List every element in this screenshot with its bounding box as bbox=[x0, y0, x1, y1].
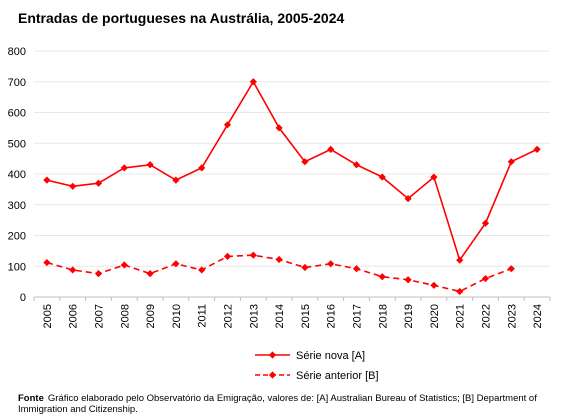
data-point bbox=[301, 263, 309, 272]
legend-marker bbox=[268, 371, 277, 379]
data-point bbox=[146, 270, 154, 278]
data-point bbox=[172, 260, 180, 268]
data-point bbox=[275, 124, 283, 132]
legend-marker bbox=[268, 351, 277, 359]
y-tick-label: 500 bbox=[8, 138, 26, 150]
data-point bbox=[378, 273, 386, 281]
x-tick-label: 2023 bbox=[506, 304, 518, 328]
data-point bbox=[94, 179, 103, 187]
data-point bbox=[430, 281, 438, 289]
y-tick-label: 100 bbox=[8, 261, 26, 273]
data-point bbox=[430, 173, 438, 181]
data-point bbox=[120, 261, 128, 269]
data-point bbox=[352, 161, 361, 169]
x-axis-ticks: 2005 2006 2007 2008 2009 2010 2011 2012 2013 2014… bbox=[33, 297, 551, 328]
x-tick-label: 2011 bbox=[197, 304, 209, 328]
data-point bbox=[120, 164, 128, 172]
x-tick-label: 2012 bbox=[223, 304, 235, 328]
legend: Série nova [A] Série anterior [B] bbox=[255, 350, 379, 382]
data-point bbox=[249, 78, 257, 86]
y-tick-label: 200 bbox=[8, 231, 26, 243]
y-tick-label: 700 bbox=[8, 77, 26, 89]
x-tick-label: 2009 bbox=[145, 304, 157, 328]
y-tick-label: 0 bbox=[20, 292, 26, 304]
legend-item: Série nova [A] bbox=[255, 350, 365, 362]
data-point bbox=[507, 265, 515, 273]
x-tick-label: 2013 bbox=[248, 304, 260, 328]
data-point bbox=[327, 260, 335, 268]
data-point bbox=[146, 161, 154, 169]
x-tick-label: 2024 bbox=[532, 304, 544, 328]
data-point bbox=[172, 176, 180, 184]
source-note: Fonte Gráfico elaborado pelo Observatório… bbox=[18, 393, 558, 415]
data-point bbox=[69, 182, 77, 190]
series-group bbox=[43, 78, 541, 296]
data-point bbox=[456, 256, 464, 264]
x-tick-label: 2015 bbox=[300, 304, 312, 328]
x-tick-label: 2020 bbox=[429, 304, 441, 328]
x-tick-label: 2008 bbox=[119, 304, 131, 328]
data-point bbox=[301, 158, 309, 166]
y-tick-label: 800 bbox=[8, 46, 26, 58]
x-tick-label: 2021 bbox=[455, 304, 467, 328]
data-point bbox=[94, 270, 103, 278]
data-point bbox=[249, 251, 257, 259]
x-tick-label: 2007 bbox=[94, 304, 106, 328]
x-tick-label: 2019 bbox=[403, 304, 415, 328]
data-point bbox=[43, 258, 51, 267]
data-point bbox=[533, 145, 541, 153]
series-1 bbox=[43, 78, 541, 264]
y-tick-label: 400 bbox=[8, 169, 26, 181]
grid-lines bbox=[34, 50, 550, 298]
data-point bbox=[223, 121, 232, 129]
x-tick-label: 2016 bbox=[326, 304, 338, 328]
legend-label: Série nova [A] bbox=[296, 350, 365, 362]
y-tick-label: 600 bbox=[8, 108, 26, 120]
x-tick-label: 2017 bbox=[352, 304, 364, 328]
data-point bbox=[507, 158, 515, 166]
x-tick-label: 2006 bbox=[68, 304, 80, 328]
x-tick-label: 2018 bbox=[377, 304, 389, 328]
data-point bbox=[481, 219, 490, 227]
x-tick-label: 2022 bbox=[481, 304, 493, 328]
series-2 bbox=[43, 251, 515, 296]
y-axis-ticks: 0 100 200 300 400 500 600 700 800 bbox=[8, 46, 26, 304]
data-point bbox=[456, 287, 464, 296]
data-point bbox=[378, 173, 386, 181]
data-point bbox=[198, 266, 206, 274]
data-point bbox=[198, 164, 206, 172]
legend-item: Série anterior [B] bbox=[255, 370, 379, 382]
legend-label: Série anterior [B] bbox=[296, 370, 379, 382]
data-point bbox=[69, 266, 77, 274]
data-point bbox=[43, 176, 51, 184]
data-point bbox=[352, 265, 361, 273]
series-line bbox=[46, 80, 538, 262]
chart-title: Entradas de portugueses na Austrália, 20… bbox=[18, 10, 345, 26]
source-text: Gráfico elaborado pelo Observatório da E… bbox=[18, 393, 537, 415]
x-tick-label: 2014 bbox=[274, 304, 286, 328]
data-point bbox=[404, 276, 412, 284]
data-point bbox=[223, 252, 232, 261]
data-point bbox=[275, 255, 283, 264]
source-label: Fonte bbox=[18, 393, 44, 404]
y-tick-label: 300 bbox=[8, 200, 26, 212]
data-point bbox=[481, 274, 490, 283]
x-tick-label: 2010 bbox=[171, 304, 183, 328]
data-point bbox=[327, 145, 335, 153]
x-tick-label: 2005 bbox=[42, 304, 54, 328]
data-point bbox=[404, 195, 412, 203]
